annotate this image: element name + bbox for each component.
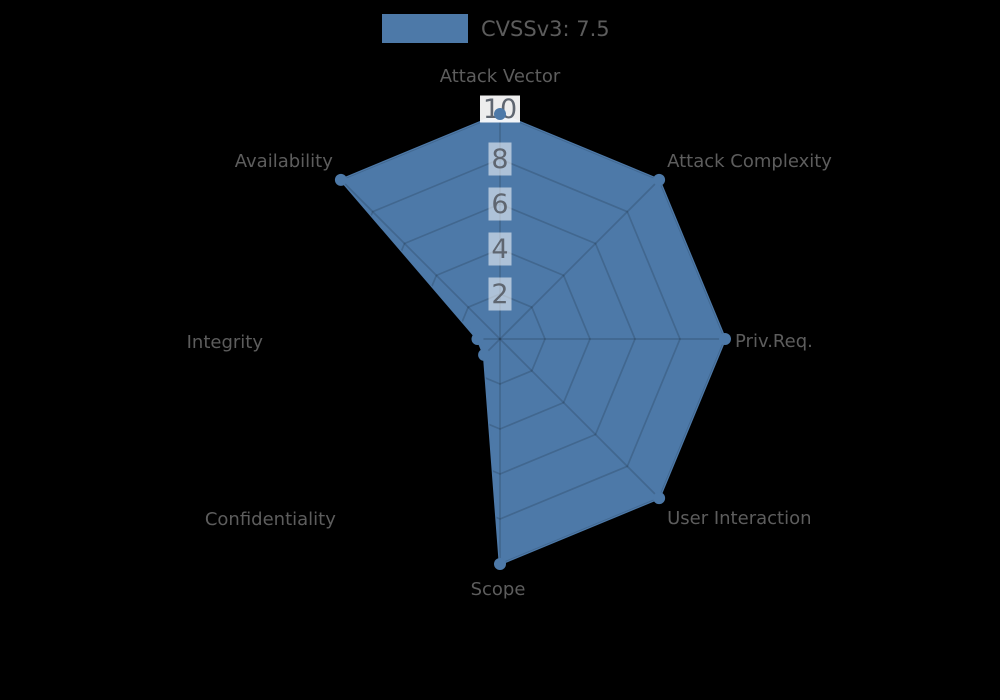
legend: CVSSv3: 7.5 <box>382 14 610 43</box>
data-point <box>494 558 506 570</box>
grid-ring <box>340 114 725 564</box>
tick-box <box>488 277 512 311</box>
data-point <box>334 173 347 186</box>
category-label: Scope <box>471 579 526 600</box>
tick-label: 8 <box>491 144 508 175</box>
tick-box <box>488 232 512 266</box>
data-point <box>494 108 506 120</box>
tick-label: 2 <box>491 279 508 310</box>
category-label: Attack Vector <box>440 66 561 87</box>
data-point <box>719 333 731 345</box>
legend-label: CVSSv3: 7.5 <box>481 16 610 41</box>
data-point <box>478 348 491 361</box>
data-point <box>653 492 666 505</box>
tick-label: 6 <box>491 189 508 220</box>
category-label: Integrity <box>187 332 264 353</box>
category-label: Attack Complexity <box>667 151 832 172</box>
grid-spoke <box>499 179 660 340</box>
grid-spoke <box>340 179 501 340</box>
grid-spoke <box>499 338 660 499</box>
tick-box <box>488 187 512 221</box>
grid-ring <box>454 293 546 385</box>
tick-label: 4 <box>491 234 508 265</box>
data-point <box>653 173 666 186</box>
data-point <box>471 333 484 345</box>
legend-swatch <box>382 14 468 43</box>
grid-spoke <box>340 338 501 499</box>
category-label: Availability <box>235 151 333 172</box>
category-label: User Interaction <box>667 508 811 529</box>
tick-box <box>488 142 512 176</box>
category-label: Priv.Req. <box>735 331 813 352</box>
category-label: Confidentiality <box>205 509 336 530</box>
